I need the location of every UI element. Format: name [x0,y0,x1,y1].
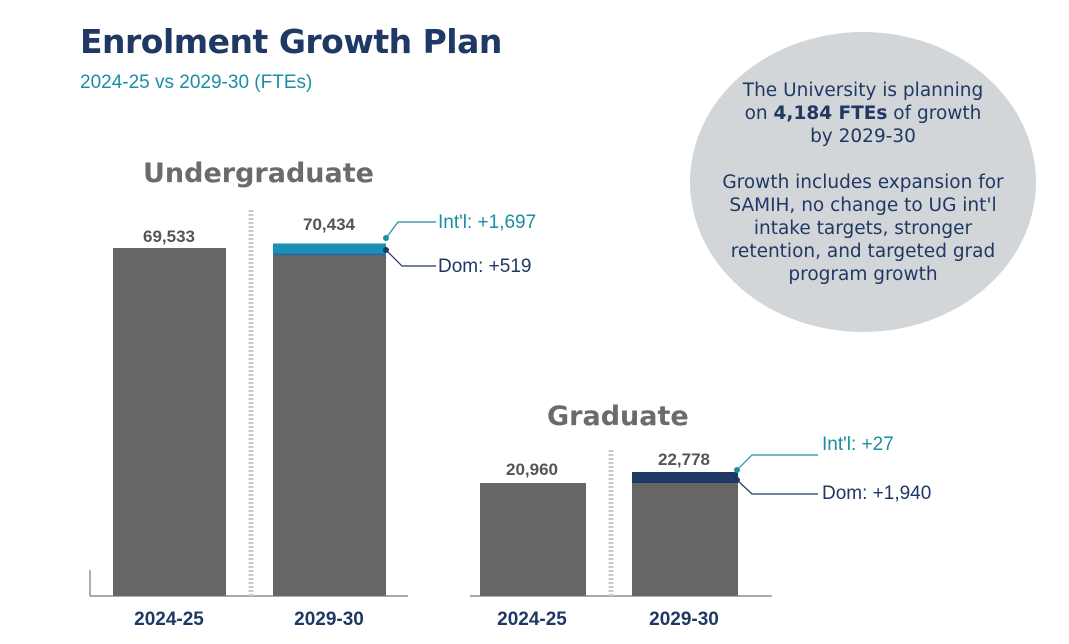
callout-summary: The University is planning on 4,184 FTEs… [733,79,993,148]
ug-dom-annotation: Dom: +519 [438,256,531,277]
ug-intl-leader [385,221,436,239]
ug-bar-2029-30 [273,255,386,596]
grad-dom-annotation: Dom: +1,940 [822,483,931,504]
grad-value-label-2029-30: 22,778 [658,450,710,469]
summary-callout: The University is planning on 4,184 FTEs… [690,32,1036,332]
ug-bar-2024-25 [113,248,226,596]
ug-value-label-2024-25: 69,533 [143,227,195,246]
ug-dom-leader-dot [383,247,389,253]
ug-value-label-2029-30: 70,434 [303,215,356,234]
ug-intl-annotation: Int'l: +1,697 [438,212,536,233]
grad-intl-leader-dot [734,467,740,473]
grad-dom-leader-dot [734,477,740,483]
grad-bar-2029-30 [632,483,738,596]
grad-intl-leader [736,454,818,471]
grad-tick-2024-25: 2024-25 [497,609,567,630]
grad-value-label-2024-25: 20,960 [506,460,558,479]
grad-tick-2029-30: 2029-30 [649,609,719,630]
grad-bar-2024-25 [480,483,586,596]
ug-tick-2029-30: 2029-30 [294,609,364,630]
ug-dom-segment [273,253,386,256]
grad-dom-leader [736,479,818,495]
ug-dom-leader [385,249,436,267]
grad-intl-annotation: Int'l: +27 [822,434,894,455]
ug-intl-segment [273,243,386,254]
page-subtitle: 2024-25 vs 2029-30 (FTEs) [80,72,313,93]
ug-title: Undergraduate [143,158,374,189]
page-title: Enrolment Growth Plan [80,22,502,61]
ug-intl-leader-dot [383,235,389,241]
grad-title: Graduate [547,401,689,432]
callout-note: Growth includes expansion for SAMIH, no … [722,171,1004,285]
callout-text-after: of growth by 2029-30 [810,102,982,147]
callout-highlight: 4,184 FTEs [773,102,888,124]
ug-tick-2024-25: 2024-25 [134,609,204,630]
grad-growth-segment [632,472,738,483]
callout-text-before: The University is planning on [742,79,984,124]
